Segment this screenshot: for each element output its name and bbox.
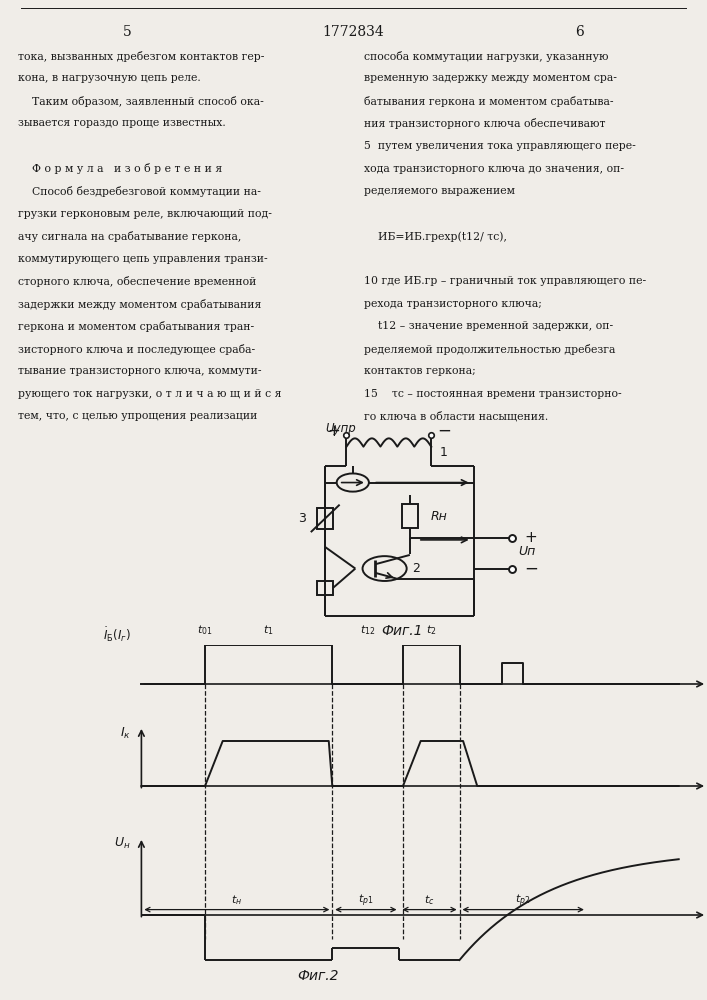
Text: Способ бездребезговой коммутации на-: Способ бездребезговой коммутации на-	[18, 186, 261, 197]
Text: −: −	[525, 560, 539, 578]
Text: $t_1$: $t_1$	[264, 623, 274, 637]
Text: +: +	[525, 530, 537, 545]
Text: $t_{р1}$: $t_{р1}$	[358, 892, 373, 909]
Text: геркона и моментом срабатывания тран-: геркона и моментом срабатывания тран-	[18, 321, 254, 332]
Text: Ф о р м у л а   и з о б р е т е н и я: Ф о р м у л а и з о б р е т е н и я	[18, 163, 222, 174]
Text: Uупр: Uупр	[325, 422, 356, 435]
Text: ИБ=ИБ.грexp(t12/ τс),: ИБ=ИБ.грexp(t12/ τс),	[364, 231, 507, 242]
Text: Фиг.2: Фиг.2	[298, 968, 339, 982]
Text: временную задержку между моментом сра-: временную задержку между моментом сра-	[364, 73, 617, 83]
Text: $U_н$: $U_н$	[115, 835, 131, 851]
Text: контактов геркона;: контактов геркона;	[364, 366, 476, 376]
Text: Таким образом, заявленный способ ока-: Таким образом, заявленный способ ока-	[18, 96, 264, 107]
Text: ределяемой продолжительностью дребезга: ределяемой продолжительностью дребезга	[364, 344, 616, 355]
Text: $\dot{I}_{\rm Б}(I_г)$: $\dot{I}_{\rm Б}(I_г)$	[103, 625, 131, 644]
Text: $I_к$: $I_к$	[120, 726, 131, 741]
Text: −: −	[437, 422, 451, 440]
Text: 6: 6	[575, 25, 584, 39]
Text: рующего ток нагрузки, о т л и ч а ю щ и й с я: рующего ток нагрузки, о т л и ч а ю щ и …	[18, 389, 281, 399]
Text: 5  путем увеличения тока управляющего пере-: 5 путем увеличения тока управляющего пер…	[364, 141, 636, 151]
Text: тывание транзисторного ключа, коммути-: тывание транзисторного ключа, коммути-	[18, 366, 261, 376]
Text: 1: 1	[440, 446, 448, 459]
Text: кона, в нагрузочную цепь реле.: кона, в нагрузочную цепь реле.	[18, 73, 200, 83]
Text: 1772834: 1772834	[322, 25, 385, 39]
Text: $t_{12}$: $t_{12}$	[360, 623, 375, 637]
Text: $t_{р2}$: $t_{р2}$	[515, 892, 531, 909]
Text: грузки герконовым реле, включающий под-: грузки герконовым реле, включающий под-	[18, 209, 271, 219]
Text: тем, что, с целью упрощения реализации: тем, что, с целью упрощения реализации	[18, 411, 257, 421]
Text: зисторного ключа и последующее сраба-: зисторного ключа и последующее сраба-	[18, 344, 255, 355]
Text: го ключа в области насыщения.: го ключа в области насыщения.	[364, 411, 549, 422]
Text: Uп: Uп	[518, 545, 535, 558]
Text: хода транзисторного ключа до значения, оп-: хода транзисторного ключа до значения, о…	[364, 163, 624, 174]
Text: батывания геркона и моментом срабатыва-: батывания геркона и моментом срабатыва-	[364, 96, 614, 107]
Text: $t_н$: $t_н$	[231, 893, 243, 907]
Text: Rн: Rн	[431, 510, 448, 522]
Text: 5: 5	[123, 25, 132, 39]
Text: +: +	[327, 424, 340, 439]
Text: ачу сигнала на срабатывание геркона,: ачу сигнала на срабатывание геркона,	[18, 231, 241, 242]
Text: $t_c$: $t_c$	[424, 893, 435, 907]
Text: Фиг.1: Фиг.1	[381, 624, 422, 638]
Text: $t_{01}$: $t_{01}$	[197, 623, 213, 637]
Text: зывается гораздо проще известных.: зывается гораздо проще известных.	[18, 118, 226, 128]
Text: способа коммутации нагрузки, указанную: способа коммутации нагрузки, указанную	[364, 51, 609, 62]
Text: ределяемого выражением: ределяемого выражением	[364, 186, 515, 196]
Text: 10 где ИБ.гр – граничный ток управляющего пе-: 10 где ИБ.гр – граничный ток управляющег…	[364, 276, 646, 286]
Text: ния транзисторного ключа обеспечивают: ния транзисторного ключа обеспечивают	[364, 118, 606, 129]
Text: 2: 2	[412, 562, 420, 575]
Text: рехода транзисторного ключа;: рехода транзисторного ключа;	[364, 299, 542, 309]
Text: $t_2$: $t_2$	[426, 623, 436, 637]
Text: 3: 3	[298, 512, 305, 525]
Text: тока, вызванных дребезгом контактов гер-: тока, вызванных дребезгом контактов гер-	[18, 51, 264, 62]
Text: 15    τс – постоянная времени транзисторно-: 15 τс – постоянная времени транзисторно-	[364, 389, 621, 399]
Text: t12 – значение временной задержки, оп-: t12 – значение временной задержки, оп-	[364, 321, 613, 331]
Text: сторного ключа, обеспечение временной: сторного ключа, обеспечение временной	[18, 276, 256, 287]
Text: коммутирующего цепь управления транзи-: коммутирующего цепь управления транзи-	[18, 254, 267, 264]
Text: задержки между моментом срабатывания: задержки между моментом срабатывания	[18, 299, 261, 310]
